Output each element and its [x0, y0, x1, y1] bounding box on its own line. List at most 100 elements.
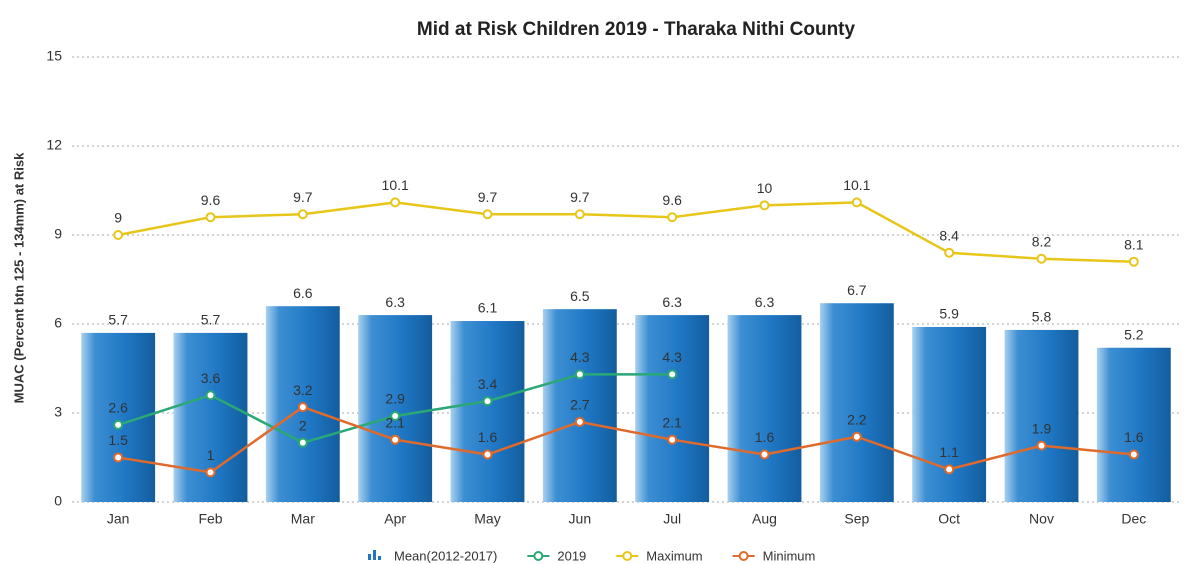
data-label: 5.9 — [939, 306, 959, 322]
data-label: 3.6 — [201, 370, 221, 386]
data-label: 2.9 — [385, 391, 405, 407]
data-label: 6.7 — [847, 282, 867, 298]
point — [390, 197, 401, 208]
point — [297, 437, 308, 448]
data-label: 1.6 — [1124, 429, 1144, 445]
point — [482, 449, 493, 460]
data-label: 2.2 — [847, 411, 867, 427]
point — [1036, 253, 1047, 264]
line — [117, 201, 1134, 263]
legend-icon — [373, 550, 376, 560]
legend-item: 2019 — [527, 548, 586, 563]
point — [1128, 256, 1139, 267]
point — [574, 416, 585, 427]
legend-icon — [622, 551, 633, 561]
y-tick-label: 0 — [54, 493, 62, 509]
data-label: 9.7 — [293, 189, 313, 205]
data-label: 5.2 — [1124, 326, 1144, 342]
x-tick-label: Apr — [384, 511, 406, 527]
point — [297, 402, 308, 413]
data-label: 5.7 — [108, 312, 128, 328]
point — [390, 410, 401, 421]
data-label: 9.6 — [662, 192, 682, 208]
data-label: 5.7 — [201, 312, 221, 328]
y-tick-label: 15 — [46, 48, 62, 64]
legend-icon — [738, 551, 749, 561]
point — [759, 200, 770, 211]
x-tick-label: Jun — [569, 511, 592, 527]
data-label: 1.9 — [1032, 420, 1052, 436]
data-label: 10.1 — [843, 177, 870, 193]
point — [851, 197, 862, 208]
bar — [912, 326, 987, 502]
point — [113, 452, 124, 463]
x-tick-label: Sep — [844, 511, 869, 527]
bar — [635, 315, 710, 502]
data-label: 2.7 — [570, 397, 590, 413]
bar — [358, 315, 433, 502]
x-tick-label: Nov — [1029, 511, 1054, 527]
x-tick-label: Dec — [1121, 511, 1146, 527]
data-label: 8.1 — [1124, 236, 1144, 252]
data-label: 9.7 — [570, 189, 590, 205]
point — [851, 431, 862, 442]
data-label: 8.4 — [939, 228, 959, 244]
point — [297, 209, 308, 220]
data-label: 3.4 — [478, 376, 498, 392]
point — [390, 434, 401, 445]
y-tick-label: 6 — [54, 315, 62, 331]
legend-label: Mean(2012-2017) — [394, 548, 497, 563]
data-label: 1 — [207, 447, 215, 463]
data-label: 1.1 — [939, 444, 959, 460]
x-tick-label: May — [474, 511, 500, 527]
point — [944, 464, 955, 475]
x-tick-label: Mar — [291, 511, 315, 527]
point — [205, 467, 216, 478]
point — [113, 419, 124, 430]
legend: Mean(2012-2017) 2019 Maximum Minimum — [368, 548, 815, 563]
data-label: 6.3 — [662, 294, 682, 310]
point — [667, 434, 678, 445]
data-label: 8.2 — [1032, 233, 1052, 249]
data-label: 2.1 — [662, 414, 682, 430]
data-label: 6.5 — [570, 288, 590, 304]
bar — [542, 309, 617, 502]
data-label: 1.5 — [108, 432, 128, 448]
point — [574, 209, 585, 220]
point — [482, 209, 493, 220]
point — [482, 396, 493, 407]
point — [205, 390, 216, 401]
data-label: 10 — [757, 180, 773, 196]
data-label: 3.2 — [293, 382, 313, 398]
point — [1036, 440, 1047, 451]
data-label: 4.3 — [570, 349, 590, 365]
data-label: 2.1 — [385, 414, 405, 430]
data-label: 9.6 — [201, 192, 221, 208]
data-label: 6.3 — [385, 294, 405, 310]
point — [944, 247, 955, 258]
point — [1128, 449, 1139, 460]
x-tick-label: Feb — [198, 511, 222, 527]
point — [667, 369, 678, 380]
x-tick-label: Aug — [752, 511, 777, 527]
chart-title: Mid at Risk Children 2019 - Tharaka Nith… — [417, 19, 856, 40]
data-label: 2 — [299, 417, 307, 433]
legend-icon — [378, 556, 381, 560]
data-label: 10.1 — [382, 177, 409, 193]
y-tick-label: 9 — [54, 226, 62, 242]
bar — [1004, 329, 1079, 502]
data-label: 9.7 — [478, 189, 498, 205]
data-label: 9 — [114, 210, 122, 226]
legend-icon — [368, 554, 371, 560]
point — [667, 212, 678, 223]
legend-label: Minimum — [763, 548, 816, 563]
legend-item: Minimum — [732, 548, 816, 563]
point — [113, 230, 124, 240]
bar — [1096, 347, 1171, 502]
data-label: 2.6 — [108, 400, 128, 416]
line — [117, 405, 1134, 474]
legend-item: Maximum — [616, 548, 703, 563]
data-label: 1.6 — [755, 429, 775, 445]
data-label: 4.3 — [662, 349, 682, 365]
legend-icon — [533, 551, 544, 561]
